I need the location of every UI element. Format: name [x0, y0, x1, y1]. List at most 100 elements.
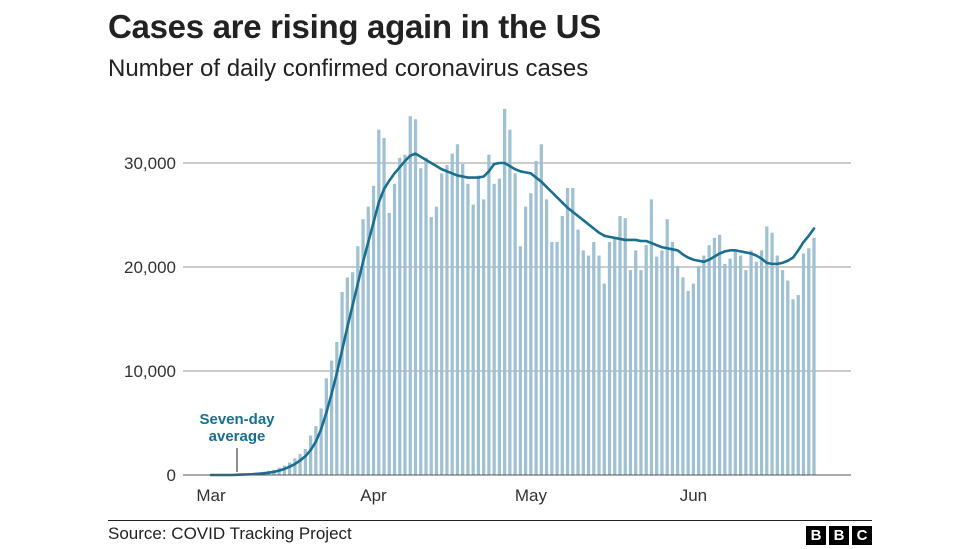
bar [434, 206, 439, 475]
bar [503, 108, 507, 476]
bar [523, 206, 528, 475]
bar [801, 253, 806, 475]
bar [550, 242, 554, 475]
bar [623, 218, 627, 475]
bar [466, 183, 470, 476]
bar [765, 226, 769, 475]
bar [508, 129, 512, 475]
bar [576, 229, 580, 475]
bar [780, 270, 785, 475]
bar [592, 242, 596, 475]
bar [565, 187, 570, 475]
bar [350, 272, 355, 475]
bar [387, 212, 391, 476]
bar [529, 193, 533, 475]
bar [733, 250, 737, 475]
bar [581, 250, 585, 475]
bar [382, 138, 386, 476]
bar [335, 341, 339, 475]
bar [670, 242, 675, 475]
annotation-label: average [209, 428, 266, 445]
bar [607, 242, 612, 475]
bar [686, 290, 690, 475]
bar [681, 277, 685, 475]
bar [807, 248, 811, 475]
bar [586, 255, 591, 475]
bar [655, 256, 659, 475]
bar [419, 168, 423, 475]
bar [398, 157, 402, 476]
bar [754, 261, 758, 475]
bbc-logo-letter: B [829, 526, 849, 545]
bar [450, 153, 454, 475]
bar [602, 283, 606, 475]
bar [482, 199, 486, 475]
bar [345, 277, 349, 475]
bar [476, 175, 481, 476]
bar [660, 250, 664, 475]
bar [471, 204, 475, 475]
bar-series [235, 108, 816, 476]
bar [298, 454, 302, 475]
bar [329, 360, 334, 475]
bar [497, 178, 502, 475]
bar [340, 291, 344, 475]
bar [786, 280, 790, 475]
bar [597, 255, 601, 475]
axes: 0 10,000 20,000 30,000 Mar Apr May Jun [124, 154, 851, 505]
bar [613, 236, 617, 475]
bar [445, 165, 449, 475]
bar [676, 265, 680, 475]
bar [303, 449, 308, 475]
source-note: Source: COVID Tracking Project [108, 524, 352, 543]
bar [544, 199, 549, 475]
bar [712, 237, 716, 475]
bar [356, 246, 360, 475]
x-tick-label: Jun [680, 486, 707, 505]
bar [319, 408, 323, 475]
bar [539, 144, 543, 475]
bar [728, 258, 732, 475]
bar [812, 237, 816, 475]
bar [440, 173, 444, 475]
bar [571, 187, 575, 475]
bar [314, 426, 318, 475]
bar [324, 378, 328, 475]
bar [371, 185, 376, 475]
x-tick-label: Mar [196, 486, 226, 505]
seven-day-average-line [209, 152, 816, 477]
bar [413, 119, 418, 475]
bar [560, 216, 564, 476]
y-tick-label: 20,000 [124, 258, 176, 277]
annotation-label: Seven-day [199, 411, 275, 428]
footer-rule [108, 520, 872, 521]
bar [492, 183, 496, 476]
bar [665, 219, 669, 475]
bar [392, 183, 397, 476]
bar [702, 255, 706, 475]
bar [759, 250, 764, 475]
bar [288, 462, 292, 475]
bar [707, 245, 711, 475]
chart-subtitle: Number of daily confirmed coronavirus ca… [108, 55, 589, 82]
bar [749, 250, 753, 475]
bbc-logo: B B C [806, 526, 872, 545]
bar [461, 164, 465, 476]
bbc-logo-letter: C [852, 526, 872, 545]
y-tick-label: 30,000 [124, 154, 176, 173]
x-tick-label: Apr [360, 486, 387, 505]
y-tick-label: 10,000 [124, 362, 176, 381]
bar [649, 199, 654, 475]
bar [377, 129, 381, 475]
bar [691, 283, 696, 475]
bar [408, 116, 412, 475]
bar [770, 232, 774, 475]
bar [518, 246, 522, 475]
bar [717, 234, 722, 475]
bar [744, 270, 748, 475]
bar [534, 160, 538, 476]
bar [644, 245, 648, 475]
average-line-layer [209, 152, 816, 477]
